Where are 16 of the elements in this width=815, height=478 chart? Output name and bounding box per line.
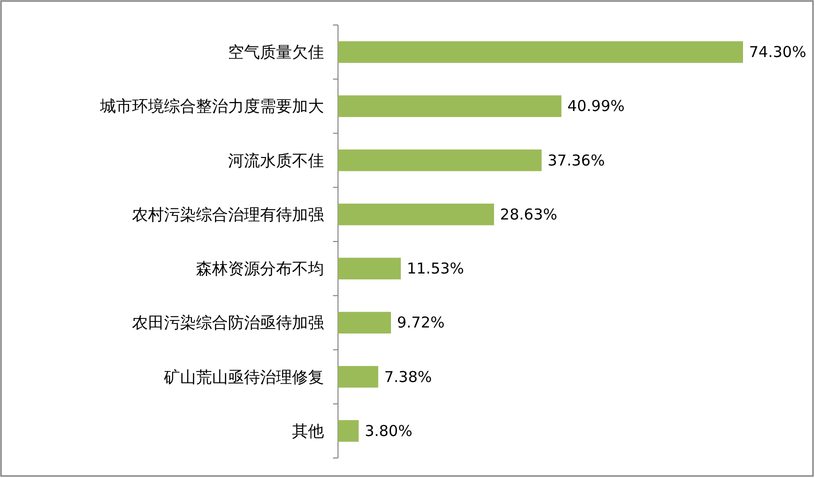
y-tick-label: 矿山荒山亟待治理修复 [163, 367, 324, 386]
data-label: 74.30% [749, 43, 806, 62]
y-tick-label: 空气质量欠佳 [228, 42, 324, 62]
y-tick-label: 城市环境综合整治力度需要加大 [99, 96, 324, 116]
data-label: 28.63% [500, 205, 558, 224]
y-tick-label: 其他 [292, 421, 324, 440]
data-label: 40.99% [567, 97, 625, 116]
data-label: 3.80% [364, 422, 412, 440]
data-label: 37.36% [548, 151, 605, 170]
y-tick-label: 森林资源分布不均 [196, 259, 324, 278]
y-tick-label: 河流水质不佳 [228, 150, 324, 170]
data-label: 11.53% [406, 260, 464, 278]
data-label: 9.72% [396, 314, 445, 332]
data-label: 7.38% [384, 368, 432, 386]
y-tick-label: 农村污染综合治理有待加强 [132, 204, 324, 224]
y-tick-label: 农田污染综合防治亟待加强 [132, 313, 324, 332]
